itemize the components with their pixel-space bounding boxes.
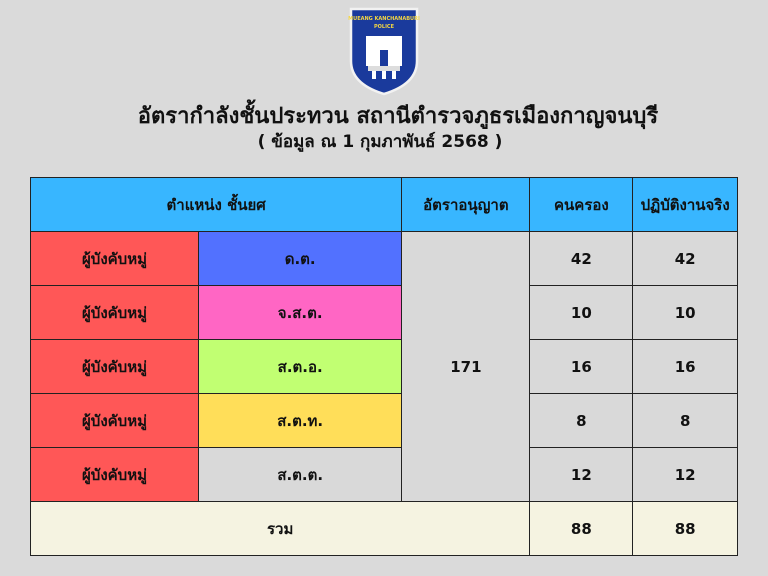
actual-cell: 42 xyxy=(632,231,738,286)
header-filled: คนครอง xyxy=(529,177,634,232)
svg-text:MUEANG KANCHANABURI: MUEANG KANCHANABURI xyxy=(348,16,420,22)
svg-text:POLICE: POLICE xyxy=(374,24,395,30)
page-subtitle: ( ข้อมูล ณ 1 กุมภาพันธ์ 2568 ) xyxy=(257,132,503,152)
rank-cell: ด.ต. xyxy=(197,231,403,286)
table-row: ผู้บังคับหมู่ ส.ต.ต. 12 12 xyxy=(30,447,738,502)
actual-cell: 12 xyxy=(632,447,738,502)
page-title: อัตรากำลังชั้นประทวน สถานีตำรวจภูธรเมือง… xyxy=(137,104,659,129)
actual-cell: 10 xyxy=(632,285,738,340)
actual-cell: 16 xyxy=(632,339,738,394)
table-row: ผู้บังคับหมู่ ส.ต.อ. 16 16 xyxy=(30,339,738,394)
position-cell: ผู้บังคับหมู่ xyxy=(30,393,199,448)
header-quota: อัตราอนุญาต xyxy=(401,177,531,232)
filled-cell: 42 xyxy=(529,231,634,286)
table-row: ผู้บังคับหมู่ ส.ต.ท. 8 8 xyxy=(30,393,738,448)
rank-cell: จ.ส.ต. xyxy=(197,285,403,340)
position-cell: ผู้บังคับหมู่ xyxy=(30,285,199,340)
position-cell: ผู้บังคับหมู่ xyxy=(30,447,199,502)
rank-cell: ส.ต.ต. xyxy=(197,447,403,502)
rank-cell: ส.ต.อ. xyxy=(197,339,403,394)
total-filled: 88 xyxy=(529,501,634,556)
filled-cell: 8 xyxy=(529,393,634,448)
personnel-table: ตำแหน่ง ชั้นยศ อัตราอนุญาต คนครอง ปฏิบัต… xyxy=(29,177,738,556)
table-row: ผู้บังคับหมู่ ด.ต. 171 42 42 xyxy=(30,231,738,502)
rank-cell: ส.ต.ท. xyxy=(197,393,403,448)
table-row: ผู้บังคับหมู่ จ.ส.ต. 10 10 xyxy=(30,285,738,340)
filled-cell: 10 xyxy=(529,285,634,340)
actual-cell: 8 xyxy=(632,393,738,448)
filled-cell: 12 xyxy=(529,447,634,502)
header-position-rank: ตำแหน่ง ชั้นยศ xyxy=(29,177,403,232)
filled-cell: 16 xyxy=(529,339,634,394)
total-actual: 88 xyxy=(632,501,738,556)
position-cell: ผู้บังคับหมู่ xyxy=(30,231,199,286)
quota-cell: 171 xyxy=(401,231,531,502)
total-label: รวม xyxy=(29,501,531,556)
table-header-row: ตำแหน่ง ชั้นยศ อัตราอนุญาต คนครอง ปฏิบัต… xyxy=(29,177,738,232)
police-logo: MUEANG KANCHANABURI POLICE xyxy=(348,7,420,96)
position-cell: ผู้บังคับหมู่ xyxy=(30,339,199,394)
total-row: รวม 88 88 xyxy=(29,501,738,556)
header-actual: ปฏิบัติงานจริง xyxy=(632,177,738,232)
